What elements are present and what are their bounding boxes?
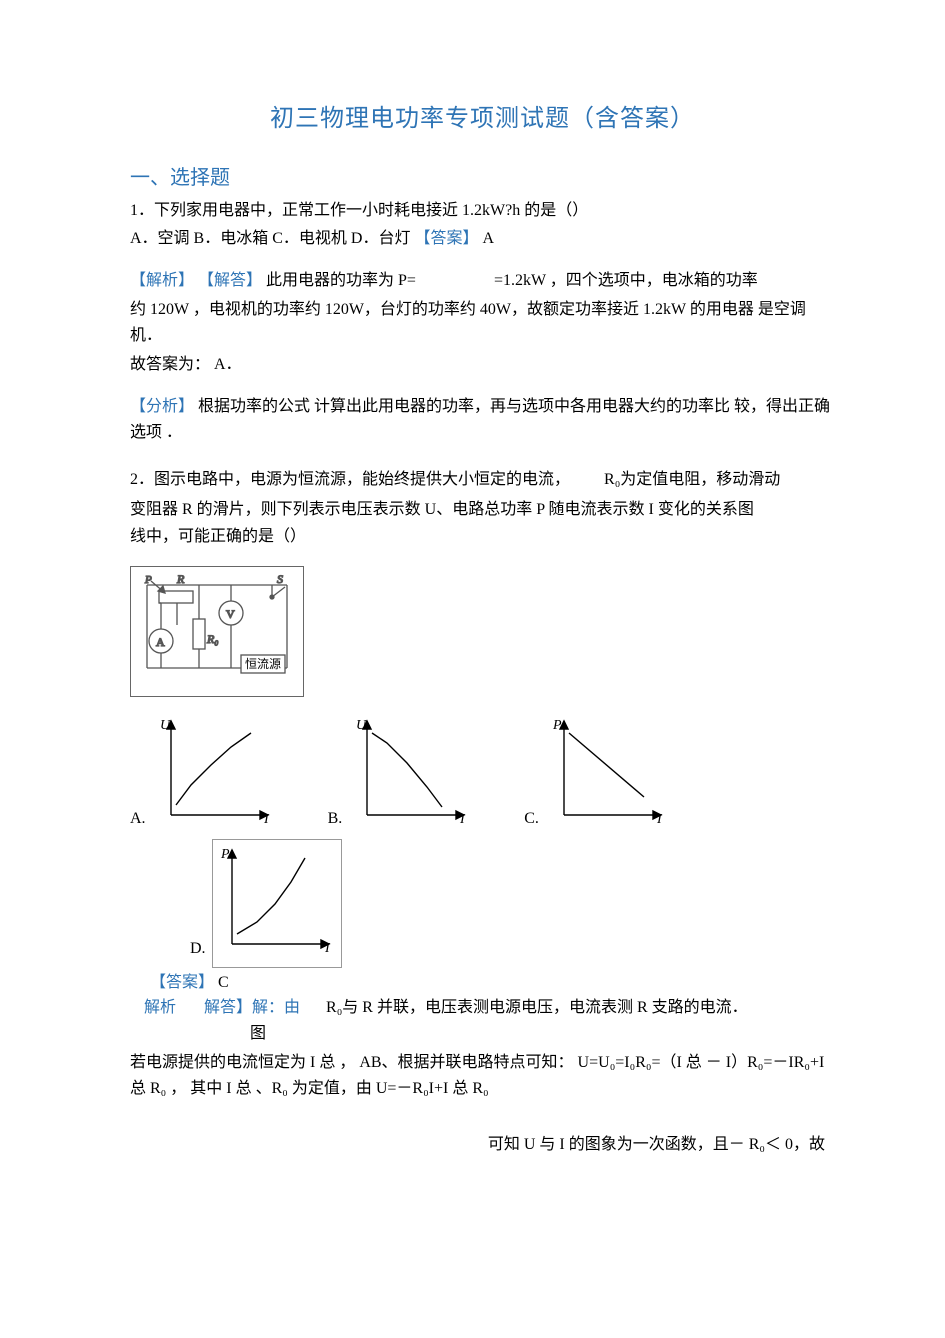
q1-stem: 1．下列家用电器中，正常工作一小时耗电接近 1.2kW?h 的是（） <box>130 198 835 224</box>
svg-text:U: U <box>160 718 171 733</box>
svg-text:P: P <box>552 718 562 733</box>
q2-expl-1a: R₀与 R 并联，电压表测电源电压，电流表测 R 支路的电流． <box>326 999 748 1016</box>
svg-text:U: U <box>356 718 367 733</box>
svg-text:I: I <box>459 812 466 825</box>
q1-answer-label: 【答案】 <box>414 230 478 247</box>
svg-text:R₀: R₀ <box>206 632 219 646</box>
svg-text:恒流源: 恒流源 <box>245 657 281 671</box>
svg-text:P: P <box>220 847 230 862</box>
q2-graph-c: P I <box>545 711 673 838</box>
q2-stem-line3: 线中，可能正确的是（） <box>130 524 835 550</box>
q1-explanation-p3: 故答案为： A． <box>130 352 835 378</box>
svg-text:P: P <box>144 574 152 586</box>
q2-graph-a: U I <box>152 711 280 838</box>
q2-graph-b: U I <box>348 711 476 838</box>
q2-stem-line1: 2．图示电路中，电源为恒流源，能始终提供大小恒定的电流， R₀为定值电阻，移动滑… <box>130 467 835 493</box>
q1-expl-text-1a: 此用电器的功率为 P= <box>266 272 416 289</box>
q1-analysis: 【分析】 根据功率的公式 计算出此用电器的功率，再与选项中各用电器大约的功率比 … <box>130 394 835 445</box>
svg-text:R: R <box>176 573 185 586</box>
q2-opt-c-label: C. <box>524 806 539 832</box>
q1-explanation-p2: 约 120W ，电视机的功率约 120W，台灯的功率约 40W，故额定功率接近 … <box>130 297 835 348</box>
q1-expl-text-1b: =1.2kW ，四个选项中，电冰箱的功率 <box>494 272 758 289</box>
svg-text:V: V <box>226 607 235 621</box>
q2-expl-label: 解析 <box>144 999 176 1016</box>
svg-text:I: I <box>263 812 270 825</box>
q2-answer-label: 【答案】 <box>150 974 214 991</box>
q2-stem-1a: 2．图示电路中，电源为恒流源，能始终提供大小恒定的电流， <box>130 471 570 488</box>
q2-option-b: B. U I <box>328 711 477 838</box>
q2-graph-d: P I <box>212 839 342 968</box>
q2-answer-row: 【答案】 C <box>150 970 835 996</box>
q2-opt-d-label: D. <box>190 936 206 962</box>
q1-options-row: A．空调 B．电冰箱 C．电视机 D．台灯 【答案】 A <box>130 226 835 252</box>
svg-text:I: I <box>324 941 331 954</box>
q1-answer: A <box>482 230 494 247</box>
svg-text:I: I <box>656 812 663 825</box>
q1-analysis-label: 【分析】 <box>130 398 194 415</box>
q2-stem-line2: 变阻器 R 的滑片，则下列表示电压表示数 U、电路总功率 P 随电流表示数 I … <box>130 497 835 523</box>
page-title: 初三物理电功率专项测试题（含答案） <box>130 100 835 138</box>
q1-options: A．空调 B．电冰箱 C．电视机 D．台灯 <box>130 230 414 247</box>
section-heading: 一、选择题 <box>130 162 835 194</box>
q2-option-c: C. P I <box>524 711 673 838</box>
q2-option-a: A. U I <box>130 711 280 838</box>
svg-text:S: S <box>277 573 283 586</box>
q2-options-row1: A. U I B. <box>130 711 835 838</box>
q2-expl-line1: 解析 解答】解：由 R₀与 R 并联，电压表测电源电压，电流表测 R 支路的电流… <box>144 995 835 1021</box>
q2-stem-1b: R₀为定值电阻，移动滑动 <box>604 471 780 488</box>
q2-opt-b-label: B. <box>328 806 343 832</box>
q2-option-d: D. P I <box>190 839 835 968</box>
circuit-diagram: R P A R₀ V <box>130 566 304 697</box>
q1-analysis-text: 根据功率的公式 计算出此用电器的功率，再与选项中各用电器大约的功率比 较，得出正… <box>130 398 830 441</box>
svg-text:A: A <box>156 635 165 649</box>
q2-expl-inner-label: 解答】解：由 <box>204 999 300 1016</box>
q1-expl-label: 【解析】 <box>130 272 194 289</box>
q1-explanation-p1: 【解析】 【解答】 此用电器的功率为 P= =1.2kW ，四个选项中，电冰箱的… <box>130 268 835 294</box>
q1-expl-inner-label: 【解答】 <box>198 272 262 289</box>
q2-expl-line2: 若电源提供的电流恒定为 I 总 ， AB、根据并联电路特点可知： U=U₀=I₀… <box>130 1050 835 1101</box>
q2-answer: C <box>218 974 229 991</box>
q2-expl-tu: 图 <box>250 1021 835 1047</box>
q2-opt-a-label: A. <box>130 806 146 832</box>
q2-expl-line3: 可知 U 与 I 的图象为一次函数，且－ R₀＜ 0，故 <box>130 1132 835 1158</box>
